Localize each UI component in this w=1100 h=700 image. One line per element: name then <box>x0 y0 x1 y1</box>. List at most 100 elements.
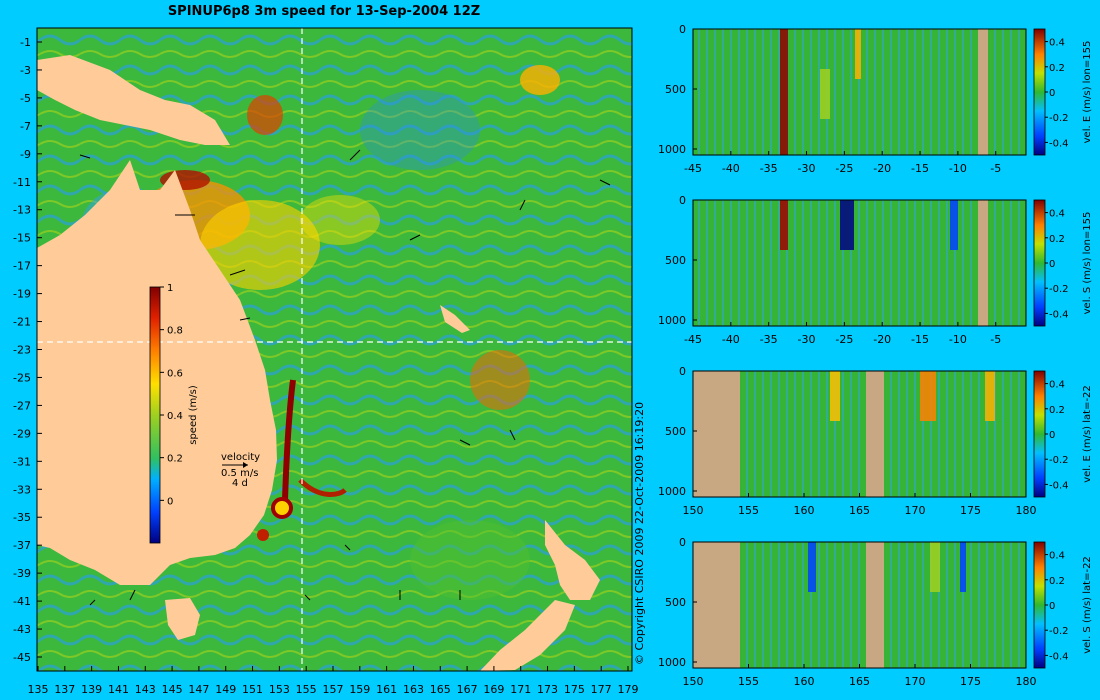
lat-tick-label: -43 <box>13 623 31 636</box>
section-colorbar-label: vel. S (m/s) lat=-22 <box>1082 556 1093 654</box>
section-jet <box>950 200 958 250</box>
section-panels: -45 -40 -35 -30 -25 -20 -15 -10 -5 0 500 1000 0.4 0.2… <box>658 23 1093 688</box>
section-x-tick-label: -10 <box>949 162 967 175</box>
speed-cb-tick-label: 0.6 <box>167 368 183 379</box>
section-y-tick-label: 1000 <box>658 143 686 156</box>
speed-cb-tick-label: 0 <box>167 496 173 507</box>
section-x-tick-label: 175 <box>960 675 981 688</box>
section-cb-tick-label: -0.4 <box>1049 138 1069 149</box>
section-colorbar-bar <box>1033 541 1046 669</box>
section-jet <box>830 371 840 421</box>
lon-tick-label: 167 <box>457 683 478 696</box>
section-cb-tick-label: 0 <box>1049 88 1055 99</box>
section-x-tick-label: -5 <box>990 162 1001 175</box>
lat-tick-label: -17 <box>13 260 31 273</box>
lon-tick-label: 155 <box>296 683 317 696</box>
section-x-tick-label: 180 <box>1016 504 1037 517</box>
section-y-tick-label: 0 <box>679 23 686 36</box>
section-cb-tick-label: 0.2 <box>1049 234 1065 245</box>
land-new-caledonia <box>440 305 470 333</box>
section-land <box>693 542 740 668</box>
map-lon-axis: 135 137 139 141 143 145 147 149 151 153 155 157 159 1… <box>28 666 639 696</box>
speed-colorbar-bar <box>149 286 161 544</box>
section-cb-tick-label: 0.4 <box>1049 380 1065 391</box>
section-cb-tick-label: 0.4 <box>1049 551 1065 562</box>
lon-tick-label: 165 <box>430 683 451 696</box>
velocity-key-arrowhead <box>243 462 248 468</box>
lon-tick-label: 153 <box>269 683 290 696</box>
section-x-tick-label: -45 <box>684 162 702 175</box>
lat-tick-label: -15 <box>13 232 31 245</box>
section-cb-tick-label: -0.4 <box>1049 651 1069 662</box>
section-land <box>693 371 740 497</box>
lon-tick-label: 169 <box>483 683 504 696</box>
section-colorbar-bar <box>1033 370 1046 498</box>
section-colorbar-label: vel. E (m/s) lon=155 <box>1082 41 1093 144</box>
section-y-tick-label: 1000 <box>658 485 686 498</box>
lon-tick-label: 179 <box>618 683 639 696</box>
section-land <box>866 542 884 668</box>
lon-tick-label: 151 <box>242 683 263 696</box>
section-panel-2: -45 -40 -35 -30 -25 -20 -15 -10 -5 0 500 1000 0.4 0.2… <box>658 194 1093 346</box>
lon-tick-label: 141 <box>108 683 129 696</box>
lat-tick-label: -11 <box>13 176 31 189</box>
section-x-tick-label: 170 <box>905 504 926 517</box>
section-x-tick-label: -30 <box>798 333 816 346</box>
lat-tick-label: -25 <box>13 371 31 384</box>
section-colorbar-bar <box>1033 28 1046 156</box>
section-panel-3: 150 155 160 165 170 175 180 0 500 1000 0.4 0.2 0 -0.2… <box>658 365 1093 517</box>
lon-tick-label: 157 <box>323 683 344 696</box>
section-cb-tick-label: -0.2 <box>1049 626 1069 637</box>
lon-tick-label: 135 <box>28 683 49 696</box>
section-cb-tick-label: 0.2 <box>1049 405 1065 416</box>
section-x-tick-label: -15 <box>911 162 929 175</box>
section-jet <box>780 29 788 155</box>
section-jet <box>840 200 854 250</box>
lat-tick-label: -31 <box>13 455 31 468</box>
speed-cb-tick-label: 0.4 <box>167 411 183 422</box>
copyright-text: © Copyright CSIRO 2009 22-Oct-2009 16:19… <box>633 402 646 665</box>
lat-tick-label: -23 <box>13 344 31 357</box>
lat-tick-label: -45 <box>13 651 31 664</box>
lat-tick-label: -33 <box>13 483 31 496</box>
section-cb-tick-label: 0 <box>1049 601 1055 612</box>
section-cb-tick-label: 0.4 <box>1049 209 1065 220</box>
section-field <box>693 371 1026 497</box>
section-x-tick-label: -35 <box>760 162 778 175</box>
lat-tick-label: -37 <box>13 539 31 552</box>
section-x-tick-label: 160 <box>794 675 815 688</box>
lon-tick-label: 171 <box>510 683 531 696</box>
lat-tick-label: -39 <box>13 567 31 580</box>
section-jet <box>985 371 995 421</box>
section-y-tick-label: 1000 <box>658 656 686 669</box>
section-x-tick-label: 155 <box>738 504 759 517</box>
section-colorbar-label: vel. S (m/s) lon=155 <box>1082 212 1093 315</box>
velocity-key: velocity 0.5 m/s 4 d <box>221 452 260 489</box>
section-cb-tick-label: -0.2 <box>1049 113 1069 124</box>
section-x-tick-label: -25 <box>835 162 853 175</box>
section-y-tick-label: 1000 <box>658 314 686 327</box>
lat-tick-label: -19 <box>13 288 31 301</box>
section-x-tick-label: 150 <box>683 675 704 688</box>
section-y-tick-label: 500 <box>665 254 686 267</box>
section-land <box>978 200 988 326</box>
section-cb-tick-label: -0.4 <box>1049 309 1069 320</box>
plot-title: SPINUP6p8 3m speed for 13-Sep-2004 12Z <box>167 4 481 19</box>
section-x-tick-label: 175 <box>960 504 981 517</box>
lat-tick-label: -21 <box>13 316 31 329</box>
section-x-tick-label: -5 <box>990 333 1001 346</box>
land-new-zealand-north <box>545 520 600 600</box>
lon-tick-label: 173 <box>537 683 558 696</box>
map-panel: -1 -3 -5 -7 -9 -11 -13 -15 -17 -19 -21 -23 -25 -27 -29… <box>13 27 639 696</box>
lon-tick-label: 149 <box>215 683 236 696</box>
lon-tick-label: 143 <box>135 683 156 696</box>
section-x-tick-label: -30 <box>798 162 816 175</box>
section-x-tick-label: -10 <box>949 333 967 346</box>
lat-tick-label: -5 <box>20 92 31 105</box>
section-x-tick-label: -40 <box>722 162 740 175</box>
section-x-tick-label: -15 <box>911 333 929 346</box>
section-panel-4: 150 155 160 165 170 175 180 0 500 1000 0.4 0.2 0 -0.2… <box>658 536 1093 688</box>
section-field <box>693 542 1026 668</box>
lon-tick-label: 177 <box>591 683 612 696</box>
